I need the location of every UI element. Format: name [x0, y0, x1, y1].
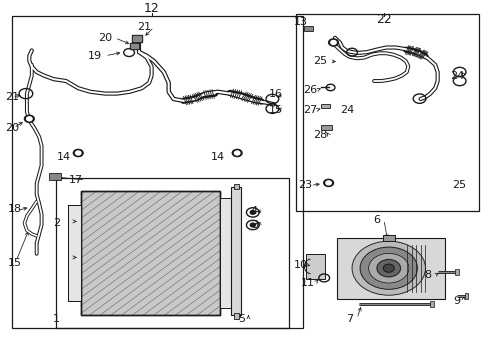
Text: 3: 3: [250, 220, 257, 230]
Text: 23: 23: [298, 180, 312, 190]
Bar: [321, 104, 329, 108]
Text: 20: 20: [98, 33, 112, 43]
Bar: [81, 191, 220, 315]
Bar: [129, 43, 139, 49]
Bar: [454, 269, 458, 275]
Bar: [81, 191, 220, 315]
Circle shape: [328, 39, 338, 46]
Circle shape: [351, 241, 425, 295]
Text: 14: 14: [210, 152, 224, 162]
Text: 19: 19: [88, 51, 102, 61]
Bar: [429, 301, 433, 307]
Bar: [68, 205, 81, 301]
Bar: [337, 238, 444, 299]
Text: 13: 13: [293, 17, 307, 27]
Circle shape: [323, 179, 333, 186]
Text: 9: 9: [453, 296, 460, 306]
Text: 12: 12: [143, 3, 159, 15]
Bar: [233, 184, 238, 189]
Text: 24: 24: [339, 105, 354, 115]
Circle shape: [325, 181, 331, 185]
Bar: [233, 313, 238, 319]
Text: 10: 10: [293, 260, 307, 270]
Circle shape: [376, 260, 400, 277]
Text: 25: 25: [313, 56, 326, 66]
Circle shape: [330, 40, 336, 45]
Text: 25: 25: [452, 180, 466, 190]
Bar: [305, 254, 325, 279]
Circle shape: [232, 149, 242, 157]
Text: 28: 28: [312, 130, 327, 140]
Bar: [304, 26, 312, 31]
Bar: [220, 198, 230, 308]
Bar: [68, 205, 81, 301]
Text: 16: 16: [269, 89, 283, 99]
Text: 8: 8: [424, 270, 430, 280]
Bar: [320, 125, 331, 130]
Bar: [230, 187, 241, 315]
Circle shape: [368, 253, 408, 283]
Bar: [131, 35, 142, 42]
Bar: [49, 173, 61, 180]
Text: 20: 20: [5, 123, 19, 133]
Text: 21: 21: [5, 92, 19, 102]
Text: 1: 1: [53, 314, 60, 324]
Circle shape: [359, 247, 417, 289]
Text: 15: 15: [269, 105, 283, 115]
Circle shape: [76, 151, 81, 155]
Bar: [295, 14, 478, 211]
Text: 26: 26: [303, 85, 317, 95]
Text: 18: 18: [8, 204, 21, 214]
Circle shape: [383, 264, 393, 272]
Text: 27: 27: [303, 105, 317, 115]
Text: 7: 7: [346, 314, 352, 324]
Bar: [464, 293, 468, 299]
Text: 14: 14: [57, 152, 70, 162]
Circle shape: [24, 115, 34, 122]
Text: 15: 15: [8, 258, 21, 268]
Text: 2: 2: [53, 218, 60, 228]
Text: 5: 5: [238, 314, 245, 324]
Circle shape: [73, 149, 83, 157]
Text: 4: 4: [250, 206, 257, 216]
Text: 17: 17: [69, 175, 82, 185]
Bar: [131, 44, 138, 48]
Text: 22: 22: [375, 13, 391, 26]
Text: 6: 6: [372, 215, 379, 225]
Circle shape: [234, 151, 239, 155]
Text: 24: 24: [449, 71, 464, 81]
Bar: [133, 36, 141, 41]
Bar: [382, 235, 394, 241]
Bar: [56, 178, 288, 328]
Circle shape: [26, 117, 32, 121]
Circle shape: [250, 211, 255, 214]
Circle shape: [250, 223, 255, 227]
Bar: [12, 16, 303, 328]
Text: 21: 21: [137, 22, 151, 32]
Text: 11: 11: [301, 278, 314, 288]
